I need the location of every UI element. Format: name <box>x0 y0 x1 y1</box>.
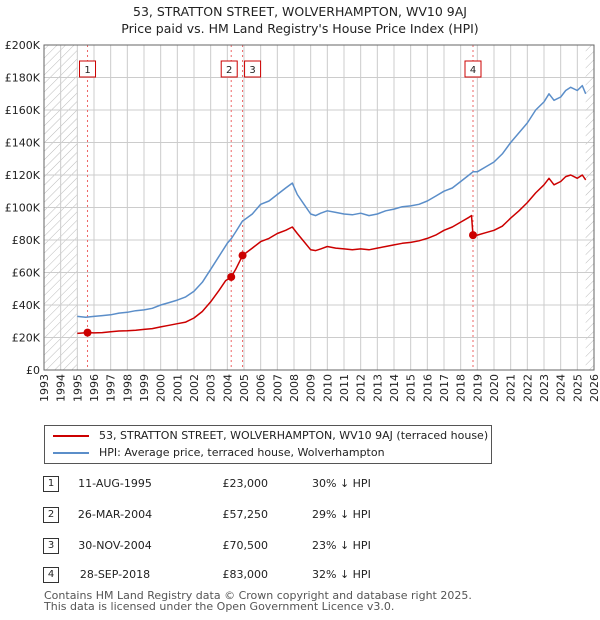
sale-number: 1 <box>43 476 59 492</box>
legend-item-property: 53, STRATTON STREET, WOLVERHAMPTON, WV10… <box>53 428 488 444</box>
x-tick-label: 2009 <box>305 374 318 402</box>
chart-subtitle: Price paid vs. HM Land Registry's House … <box>121 21 479 36</box>
x-tick-label: 2021 <box>505 374 518 402</box>
sale-label-text: 2 <box>226 65 232 76</box>
x-tick-label: 2024 <box>555 374 568 402</box>
sale-label-text: 4 <box>470 65 476 76</box>
x-tick-label: 2007 <box>271 374 284 402</box>
legend-label-hpi: HPI: Average price, terraced house, Wolv… <box>99 446 385 459</box>
y-tick-label: £20K <box>12 332 41 345</box>
hpi-line <box>77 84 587 318</box>
legend-swatch-hpi <box>53 452 89 454</box>
sale-hpi-diff: 30% ↓ HPI <box>312 477 371 490</box>
sale-row: 3 30-NOV-2004 £70,500 23% ↓ HPI <box>0 538 600 554</box>
sale-date: 11-AUG-1995 <box>78 477 152 490</box>
x-tick-label: 2008 <box>288 374 301 402</box>
x-tick-label: 1995 <box>71 374 84 402</box>
x-tick-label: 2016 <box>421 374 434 402</box>
x-tick-label: 2001 <box>171 374 184 402</box>
sale-point <box>227 272 236 281</box>
x-tick-label: 2005 <box>238 374 251 402</box>
x-tick-label: 2006 <box>255 374 268 402</box>
x-tick-label: 2011 <box>338 374 351 402</box>
y-tick-label: £160K <box>5 104 41 117</box>
x-tick-label: 2013 <box>371 374 384 402</box>
sale-date: 26-MAR-2004 <box>77 508 153 521</box>
sale-point <box>83 328 92 337</box>
x-tick-label: 2017 <box>438 374 451 402</box>
sale-row: 1 11-AUG-1995 £23,000 30% ↓ HPI <box>0 476 600 492</box>
sale-point <box>469 231 477 240</box>
sale-price: £57,250 <box>222 508 269 521</box>
property-price-line <box>77 174 587 335</box>
x-tick-label: 1999 <box>138 374 151 402</box>
footer-copyright: Contains HM Land Registry data © Crown c… <box>44 589 472 602</box>
x-tick-label: 2000 <box>155 374 168 402</box>
sale-label-box <box>220 60 238 78</box>
x-tick-label: 2014 <box>388 374 401 402</box>
y-tick-label: £100K <box>5 202 41 215</box>
sale-hpi-diff: 23% ↓ HPI <box>312 539 371 552</box>
legend: 53, STRATTON STREET, WOLVERHAMPTON, WV10… <box>44 425 492 464</box>
y-tick-label: £200K <box>5 39 41 52</box>
sale-price: £70,500 <box>222 539 269 552</box>
plot-frame <box>43 44 595 371</box>
x-tick-label: 2023 <box>538 374 551 402</box>
x-tick-label: 2026 <box>588 374 600 402</box>
footer-license: This data is licensed under the Open Gov… <box>44 600 395 613</box>
sale-label-box <box>79 60 97 78</box>
y-tick-label: £120K <box>5 169 41 182</box>
x-tick-label: 2002 <box>188 374 201 402</box>
legend-item-hpi: HPI: Average price, terraced house, Wolv… <box>53 445 385 461</box>
sale-date: 30-NOV-2004 <box>78 539 152 552</box>
x-tick-label: 2003 <box>205 374 218 402</box>
sale-row: 2 26-MAR-2004 £57,250 29% ↓ HPI <box>0 507 600 523</box>
x-tick-label: 1994 <box>55 374 68 402</box>
sale-date: 28-SEP-2018 <box>79 568 151 581</box>
sale-label-text: 3 <box>249 65 255 76</box>
x-tick-label: 2015 <box>405 374 418 402</box>
price-chart: £0 £20K £40K £60K £80K £100K £120K £140K £160K £1… <box>5 39 600 402</box>
sale-point <box>238 251 247 260</box>
y-tick-label: £60K <box>12 267 41 280</box>
sale-label-text: 1 <box>84 65 90 76</box>
sale-price: £83,000 <box>222 568 269 581</box>
x-tick-label: 1998 <box>121 374 134 402</box>
x-tick-label: 2010 <box>321 374 334 402</box>
x-tick-label: 1996 <box>88 374 101 402</box>
sale-number: 3 <box>43 538 59 554</box>
x-tick-label: 1997 <box>105 374 118 402</box>
sale-label-box <box>244 60 262 78</box>
legend-label-property: 53, STRATTON STREET, WOLVERHAMPTON, WV10… <box>99 429 489 442</box>
y-tick-label: £0 <box>26 364 40 377</box>
sale-price: £23,000 <box>222 477 269 490</box>
y-tick-label: £40K <box>12 299 41 312</box>
sale-number: 2 <box>43 507 59 523</box>
x-tick-label: 2004 <box>221 374 234 402</box>
x-tick-label: 2019 <box>471 374 484 402</box>
sale-row: 4 28-SEP-2018 £83,000 32% ↓ HPI <box>0 567 600 583</box>
y-tick-label: £180K <box>5 72 41 85</box>
sale-label-box <box>464 60 482 78</box>
x-tick-label: 2020 <box>488 374 501 402</box>
x-tick-label: 2025 <box>571 374 584 402</box>
x-tick-label: 1993 <box>38 374 51 402</box>
x-tick-label: 2018 <box>455 374 468 402</box>
sale-hpi-diff: 32% ↓ HPI <box>312 568 371 581</box>
sale-hpi-diff: 29% ↓ HPI <box>312 508 371 521</box>
legend-swatch-property <box>53 435 89 437</box>
x-tick-label: 2012 <box>355 374 368 402</box>
chart-title: 53, STRATTON STREET, WOLVERHAMPTON, WV10… <box>133 4 467 19</box>
y-tick-label: £140K <box>5 137 41 150</box>
x-tick-label: 2022 <box>521 374 534 402</box>
footer: Contains HM Land Registry data © Crown c… <box>44 590 472 612</box>
y-tick-label: £80K <box>12 234 41 247</box>
sale-number: 4 <box>43 567 59 583</box>
